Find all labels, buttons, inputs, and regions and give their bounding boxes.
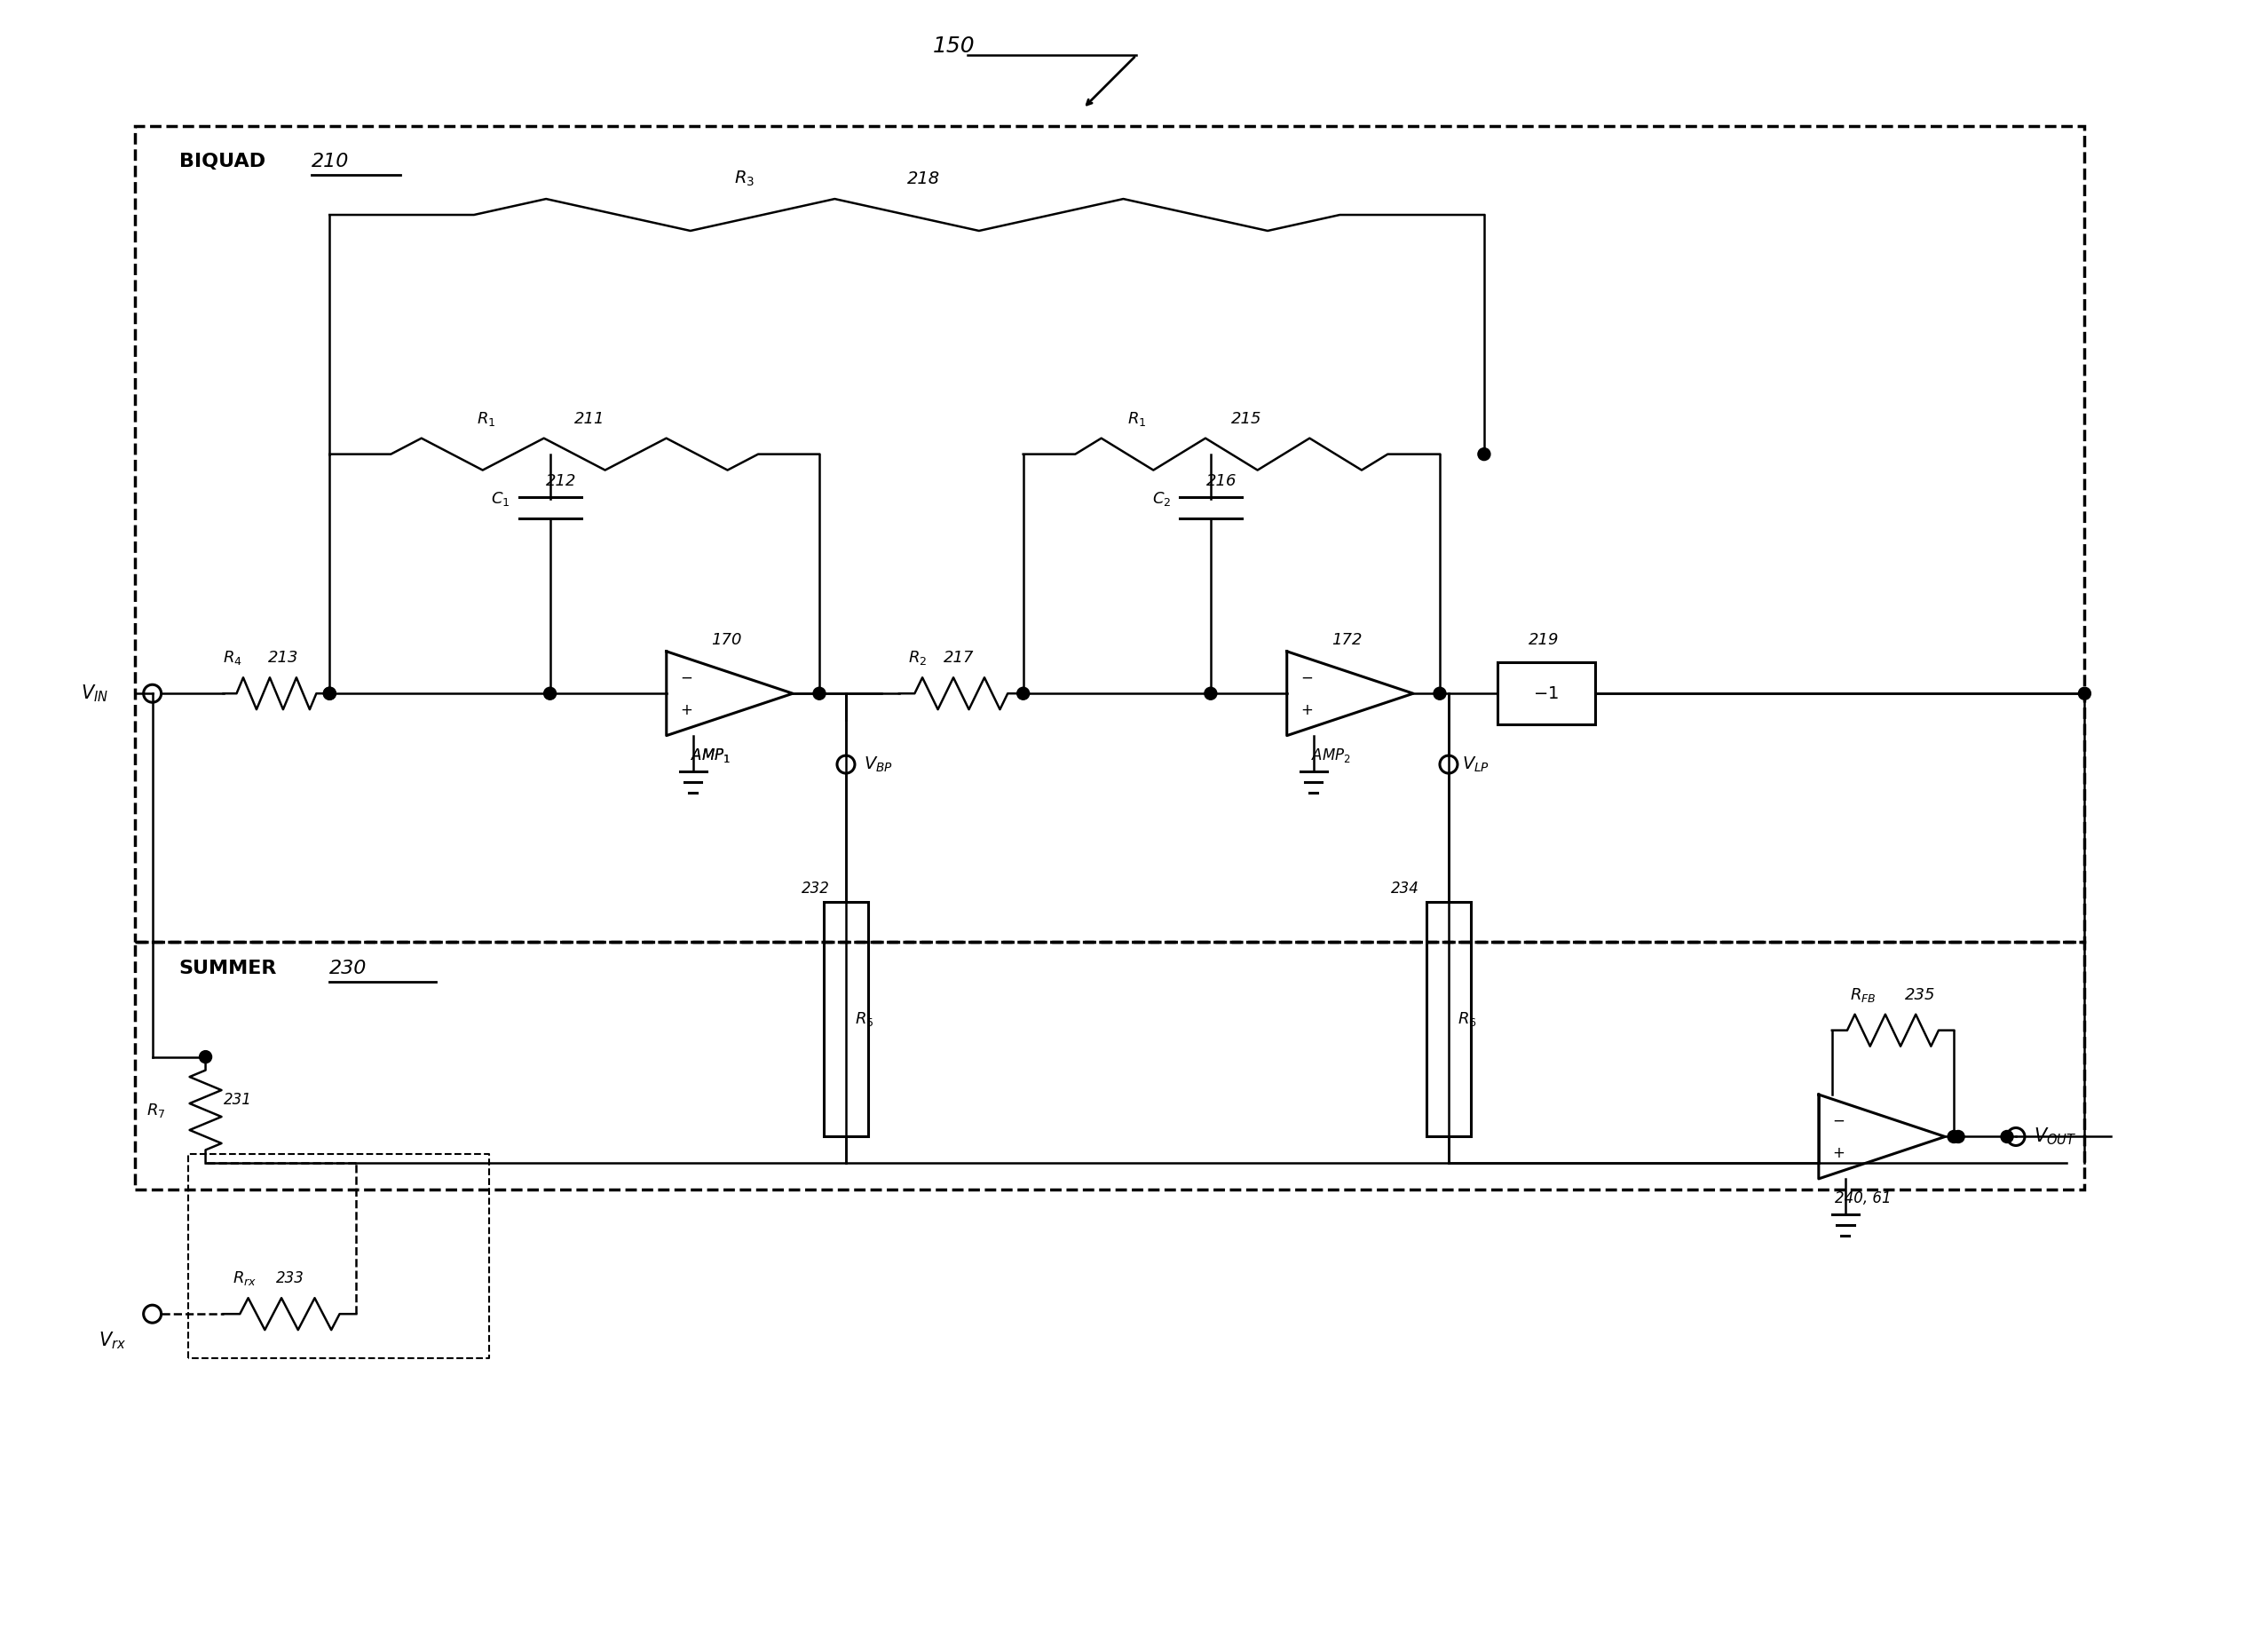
Text: 219: 219 — [1528, 633, 1559, 648]
Text: 150: 150 — [933, 36, 974, 58]
Text: $-1$: $-1$ — [1532, 686, 1559, 702]
Text: 234: 234 — [1390, 881, 1419, 897]
Text: $R_4$: $R_4$ — [221, 649, 242, 667]
Text: BIQUAD: BIQUAD — [179, 152, 264, 170]
Text: $+$: $+$ — [1833, 1145, 1844, 1161]
Circle shape — [1478, 448, 1489, 461]
Text: $R_6$: $R_6$ — [1458, 1011, 1476, 1028]
Text: 217: 217 — [942, 649, 974, 666]
Text: 240, 61: 240, 61 — [1835, 1191, 1892, 1206]
Circle shape — [1433, 687, 1446, 700]
Text: $V_{IN}$: $V_{IN}$ — [81, 682, 108, 704]
Text: SUMMER: SUMMER — [179, 960, 278, 976]
Circle shape — [1017, 687, 1028, 700]
Text: 233: 233 — [276, 1270, 305, 1287]
Text: $R_1$: $R_1$ — [477, 410, 495, 428]
Text: 230: 230 — [330, 960, 366, 976]
Text: $R_{rx}$: $R_{rx}$ — [233, 1270, 255, 1287]
Text: $+$: $+$ — [680, 702, 692, 719]
Text: 215: 215 — [1232, 411, 1261, 426]
Text: $V_{LP}$: $V_{LP}$ — [1462, 755, 1489, 773]
Circle shape — [814, 687, 825, 700]
Text: $C_1$: $C_1$ — [490, 489, 511, 507]
Text: 212: 212 — [545, 472, 576, 489]
Circle shape — [323, 687, 337, 700]
Text: $V_{BP}$: $V_{BP}$ — [863, 755, 893, 773]
Text: 172: 172 — [1331, 633, 1363, 648]
Text: $-$: $-$ — [680, 669, 692, 686]
Text: $R_{FB}$: $R_{FB}$ — [1851, 986, 1876, 1004]
Text: 218: 218 — [906, 170, 940, 187]
Text: $R_2$: $R_2$ — [909, 649, 927, 667]
Text: 210: 210 — [312, 152, 350, 170]
Text: $-$: $-$ — [1833, 1112, 1844, 1128]
Circle shape — [199, 1051, 212, 1064]
Text: 213: 213 — [267, 649, 298, 666]
Text: $V_{rx}$: $V_{rx}$ — [97, 1330, 127, 1351]
Text: $C_2$: $C_2$ — [1153, 489, 1171, 507]
Text: 170: 170 — [710, 633, 741, 648]
Text: 211: 211 — [574, 411, 606, 426]
Circle shape — [2000, 1130, 2014, 1143]
Circle shape — [545, 687, 556, 700]
Text: 232: 232 — [802, 881, 829, 897]
Circle shape — [1948, 1130, 1959, 1143]
Text: $-$: $-$ — [1299, 669, 1313, 686]
Text: 235: 235 — [1905, 986, 1937, 1003]
Text: $R_5$: $R_5$ — [854, 1011, 875, 1028]
Text: AMP$_1$: AMP$_1$ — [692, 747, 730, 765]
Text: $R_7$: $R_7$ — [147, 1102, 165, 1118]
Circle shape — [2079, 687, 2090, 700]
Circle shape — [1205, 687, 1216, 700]
Circle shape — [323, 687, 337, 700]
Text: AMP$_1$: AMP$_1$ — [692, 747, 730, 765]
Text: AMP$_2$: AMP$_2$ — [1311, 747, 1351, 765]
Circle shape — [1953, 1130, 1964, 1143]
Text: 216: 216 — [1207, 472, 1236, 489]
Text: $+$: $+$ — [1299, 702, 1313, 719]
Text: $R_1$: $R_1$ — [1128, 410, 1146, 428]
Text: $R_3$: $R_3$ — [734, 170, 755, 188]
Text: 231: 231 — [224, 1092, 251, 1107]
Text: $V_{OUT}$: $V_{OUT}$ — [2034, 1127, 2077, 1146]
